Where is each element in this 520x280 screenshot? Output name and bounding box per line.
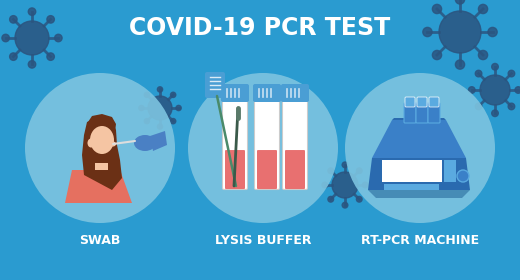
Text: LYSIS BUFFER: LYSIS BUFFER <box>215 235 311 248</box>
FancyBboxPatch shape <box>223 99 248 190</box>
Ellipse shape <box>110 141 116 146</box>
Circle shape <box>492 110 498 116</box>
FancyBboxPatch shape <box>429 97 439 107</box>
Circle shape <box>144 92 149 97</box>
Circle shape <box>457 170 469 182</box>
Polygon shape <box>368 158 470 190</box>
Circle shape <box>342 162 348 168</box>
Circle shape <box>47 16 55 23</box>
FancyBboxPatch shape <box>221 84 249 102</box>
FancyBboxPatch shape <box>205 72 225 98</box>
Circle shape <box>158 87 163 92</box>
Circle shape <box>171 92 176 97</box>
Polygon shape <box>150 131 167 151</box>
FancyBboxPatch shape <box>285 150 305 189</box>
Circle shape <box>171 118 176 124</box>
Circle shape <box>148 96 172 120</box>
FancyBboxPatch shape <box>384 184 439 186</box>
Circle shape <box>328 196 334 202</box>
Polygon shape <box>392 118 446 120</box>
FancyBboxPatch shape <box>384 187 439 190</box>
Circle shape <box>480 75 510 105</box>
Circle shape <box>2 34 9 42</box>
Circle shape <box>322 182 328 188</box>
Circle shape <box>356 196 362 202</box>
Polygon shape <box>82 116 122 190</box>
FancyBboxPatch shape <box>257 150 277 189</box>
Circle shape <box>423 27 432 37</box>
Text: RT-PCR MACHINE: RT-PCR MACHINE <box>361 235 479 248</box>
Circle shape <box>515 87 520 93</box>
Circle shape <box>508 103 515 110</box>
Circle shape <box>55 34 62 42</box>
Circle shape <box>475 103 482 110</box>
FancyBboxPatch shape <box>416 103 428 123</box>
Ellipse shape <box>90 126 114 154</box>
Circle shape <box>328 168 334 174</box>
Polygon shape <box>382 160 442 182</box>
FancyBboxPatch shape <box>282 99 307 190</box>
FancyBboxPatch shape <box>405 97 415 107</box>
Circle shape <box>144 118 149 124</box>
FancyBboxPatch shape <box>428 103 440 123</box>
Circle shape <box>332 172 358 198</box>
FancyBboxPatch shape <box>254 99 280 190</box>
Circle shape <box>47 53 55 60</box>
Circle shape <box>432 50 441 60</box>
Circle shape <box>10 53 17 60</box>
Circle shape <box>475 70 482 77</box>
FancyBboxPatch shape <box>417 97 427 107</box>
Polygon shape <box>372 120 466 158</box>
Circle shape <box>469 87 475 93</box>
Circle shape <box>432 4 441 14</box>
Circle shape <box>478 50 488 60</box>
FancyBboxPatch shape <box>404 103 416 123</box>
Circle shape <box>342 202 348 208</box>
Circle shape <box>10 16 17 23</box>
Circle shape <box>508 70 515 77</box>
FancyBboxPatch shape <box>225 150 245 189</box>
Ellipse shape <box>87 139 95 148</box>
Circle shape <box>478 4 488 14</box>
Circle shape <box>158 124 163 129</box>
Circle shape <box>456 0 465 4</box>
Circle shape <box>25 73 175 223</box>
Text: COVID-19 PCR TEST: COVID-19 PCR TEST <box>129 16 391 40</box>
FancyBboxPatch shape <box>281 84 309 102</box>
Circle shape <box>488 27 497 37</box>
Polygon shape <box>88 114 116 132</box>
Circle shape <box>15 21 49 55</box>
Circle shape <box>345 73 495 223</box>
FancyBboxPatch shape <box>253 84 281 102</box>
Polygon shape <box>444 160 456 182</box>
Circle shape <box>28 60 36 68</box>
Ellipse shape <box>134 135 156 151</box>
Circle shape <box>28 8 36 15</box>
Polygon shape <box>95 163 108 170</box>
Circle shape <box>439 11 481 53</box>
Circle shape <box>492 64 498 70</box>
Circle shape <box>362 182 368 188</box>
Circle shape <box>188 73 338 223</box>
Circle shape <box>139 105 144 111</box>
Circle shape <box>456 60 465 69</box>
Polygon shape <box>65 170 132 203</box>
Polygon shape <box>368 190 470 198</box>
Circle shape <box>176 105 181 111</box>
Text: SWAB: SWAB <box>80 235 121 248</box>
Circle shape <box>356 168 362 174</box>
